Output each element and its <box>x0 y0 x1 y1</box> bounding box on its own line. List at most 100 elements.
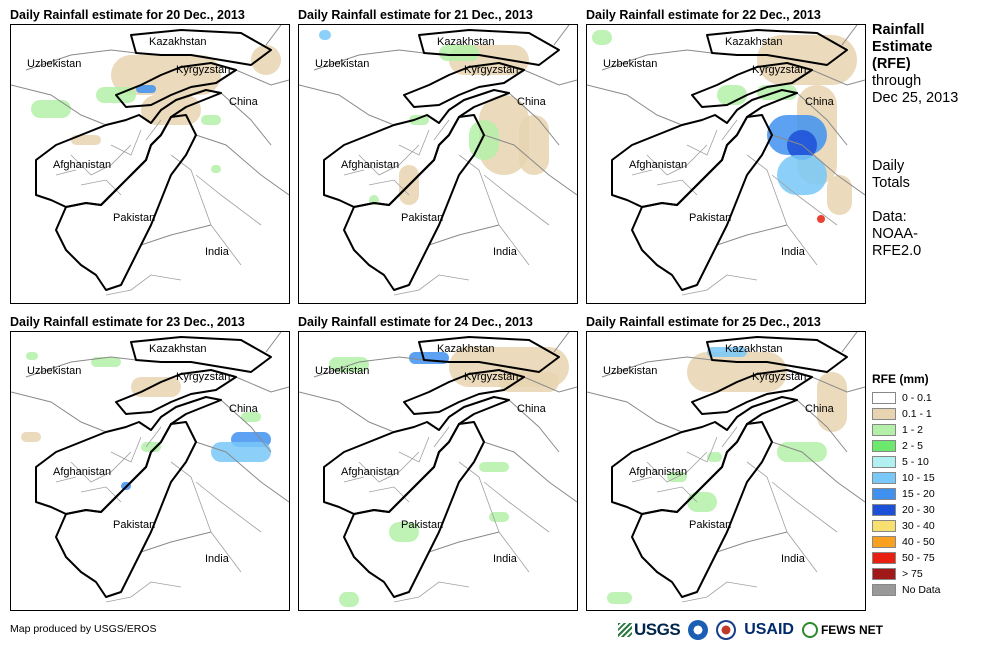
rainfall-area <box>21 432 41 442</box>
rainfall-map: Kazakhstan Uzbekistan Kyrgyzstan China Afgha… <box>298 331 578 611</box>
country-label-pakistan: Pakistan <box>113 519 155 531</box>
country-label-india: India <box>781 246 806 258</box>
legend-label: No Data <box>902 584 941 596</box>
partner-logos: USGS USAID FEWS NET <box>618 618 883 642</box>
side-title-line3: (RFE) <box>872 56 911 72</box>
country-label-kyrgyzstan: Kyrgyzstan <box>752 64 806 76</box>
side-data-line1: NOAA- <box>872 226 918 242</box>
rainfall-area <box>707 347 747 357</box>
kyrgyz-outline <box>115 369 237 415</box>
legend-swatch <box>872 552 896 564</box>
country-label-kazakhstan: Kazakhstan <box>725 36 782 48</box>
legend-label: > 75 <box>902 568 923 580</box>
country-borders <box>11 25 289 246</box>
rainfall-area <box>339 592 359 607</box>
usgs-logo-text: USGS <box>634 620 681 639</box>
province-boundaries <box>55 119 262 296</box>
legend-label: 40 - 50 <box>902 536 935 548</box>
country-borders <box>299 332 577 553</box>
country-borders <box>587 25 865 246</box>
rainfall-area <box>409 115 429 125</box>
rfe-legend: RFE (mm) 0 - 0.1 0.1 - 1 1 - 2 2 - 5 5 - 10 1… <box>872 372 941 598</box>
rainfall-area <box>211 442 271 462</box>
usaid-logo-text: USAID <box>744 621 794 638</box>
country-borders <box>299 25 577 246</box>
map-graphic: Kazakhstan Uzbekistan Kyrgyzstan China Afgha… <box>587 332 865 604</box>
panel-title: Daily Rainfall estimate for 21 Dec., 201… <box>298 8 533 22</box>
map-graphic: Kazakhstan Uzbekistan Kyrgyzstan China Afgha… <box>299 25 577 296</box>
rainfall-area <box>211 165 221 173</box>
legend-swatch <box>872 504 896 516</box>
province-boundaries <box>343 119 550 296</box>
kazakh-outline <box>706 336 848 373</box>
legend-item: No Data <box>872 582 941 598</box>
panel-title: Daily Rainfall estimate for 23 Dec., 201… <box>10 315 245 329</box>
province-boundaries <box>343 426 550 603</box>
country-label-china: China <box>805 96 835 108</box>
legend-swatch <box>872 520 896 532</box>
rainfall-map-panel: Daily Rainfall estimate for 20 Dec., 201… <box>10 8 290 304</box>
rainfall-area <box>479 462 509 472</box>
rainfall-area <box>131 377 181 397</box>
rainfall-area <box>141 95 201 125</box>
rainfall-area <box>91 357 121 367</box>
rainfall-map: Kazakhstan Uzbekistan Kyrgyzstan China Afgha… <box>586 331 866 611</box>
legend-label: 20 - 30 <box>902 504 935 516</box>
country-label-china: China <box>229 96 259 108</box>
legend-swatch <box>872 408 896 420</box>
usgs-logo: USGS <box>618 620 681 640</box>
pakistan-outline <box>631 114 773 291</box>
rainfall-area <box>251 45 281 75</box>
rainfall-map: Kazakhstan Uzbekistan Kyrgyzstan China Afgha… <box>298 24 578 304</box>
province-boundaries <box>55 426 262 603</box>
country-label-kazakhstan: Kazakhstan <box>149 343 206 355</box>
panel-title: Daily Rainfall estimate for 22 Dec., 201… <box>586 8 821 22</box>
country-label-kazakhstan: Kazakhstan <box>725 343 782 355</box>
legend-swatch <box>872 488 896 500</box>
map-graphic: Kazakhstan Uzbekistan Kyrgyzstan China Afgha… <box>11 25 289 296</box>
usaid-logo: USAID <box>744 621 794 639</box>
country-label-afghanistan: Afghanistan <box>629 159 687 171</box>
side-title-line2: Estimate <box>872 39 933 55</box>
country-label-kazakhstan: Kazakhstan <box>437 36 494 48</box>
legend-item: 2 - 5 <box>872 438 941 454</box>
legend-label: 50 - 75 <box>902 552 935 564</box>
rainfall-area <box>757 35 857 85</box>
rainfall-map: Kazakhstan Uzbekistan Kyrgyzstan China Afgha… <box>586 24 866 304</box>
fewsnet-globe-icon <box>801 622 818 638</box>
legend-item: 50 - 75 <box>872 550 941 566</box>
side-title-line1: Rainfall <box>872 22 925 38</box>
legend-swatch <box>872 392 896 404</box>
side-daily-line1: Daily <box>872 158 905 174</box>
rainfall-area <box>389 522 419 542</box>
side-info: Rainfall Estimate (RFE) through Dec 25, … <box>872 22 980 260</box>
rainfall-area <box>607 592 632 604</box>
rainfall-area <box>499 372 559 392</box>
rainfall-map-panel: Daily Rainfall estimate for 21 Dec., 201… <box>298 8 578 304</box>
rainfall-area <box>201 115 221 125</box>
rainfall-area <box>71 135 101 145</box>
country-label-uzbekistan: Uzbekistan <box>603 365 657 377</box>
country-label-uzbekistan: Uzbekistan <box>27 365 81 377</box>
side-daily-line2: Totals <box>872 175 910 191</box>
rainfall-map-panel: Daily Rainfall estimate for 23 Dec., 201… <box>10 315 290 611</box>
rainfall-area <box>827 175 852 215</box>
rainfall-area <box>777 155 827 195</box>
country-label-pakistan: Pakistan <box>401 519 443 531</box>
kazakh-outline <box>706 29 848 66</box>
rainfall-area <box>717 85 747 105</box>
country-label-afghanistan: Afghanistan <box>53 466 111 478</box>
rainfall-area <box>489 512 509 522</box>
legend-label: 15 - 20 <box>902 488 935 500</box>
pakistan-outline <box>343 421 485 598</box>
rainfall-map-panel: Daily Rainfall estimate for 25 Dec., 201… <box>586 315 866 611</box>
legend-item: 0.1 - 1 <box>872 406 941 422</box>
legend-label: 10 - 15 <box>902 472 935 484</box>
kazakh-outline <box>130 336 272 373</box>
country-label-china: China <box>517 403 547 415</box>
kazakh-outline <box>418 336 560 373</box>
panel-title: Daily Rainfall estimate for 20 Dec., 201… <box>10 8 245 22</box>
province-boundaries <box>631 119 838 296</box>
legend-swatch <box>872 472 896 484</box>
legend-swatch <box>872 424 896 436</box>
